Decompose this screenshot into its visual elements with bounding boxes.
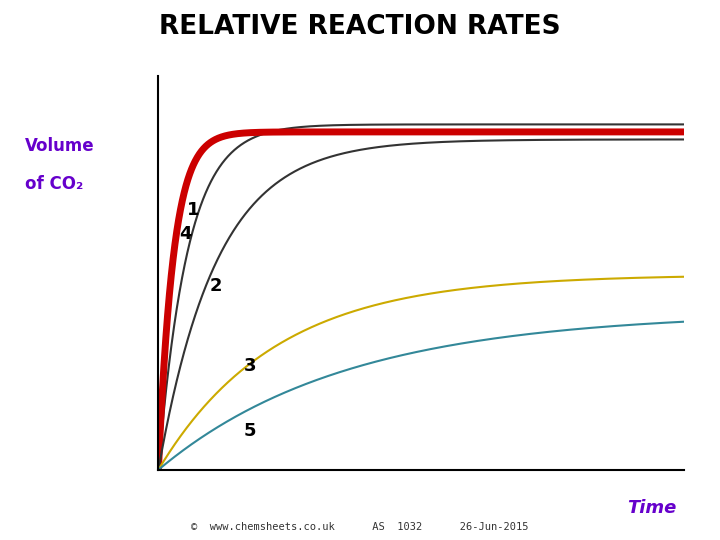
Text: 1: 1 [186,200,199,219]
Text: ©  www.chemsheets.co.uk      AS  1032      26-Jun-2015: © www.chemsheets.co.uk AS 1032 26-Jun-20… [192,522,528,532]
Text: RELATIVE REACTION RATES: RELATIVE REACTION RATES [159,14,561,39]
Text: 4: 4 [179,225,192,243]
Text: 3: 3 [243,357,256,375]
Text: of CO₂: of CO₂ [25,174,84,193]
Text: 5: 5 [243,422,256,440]
Text: 2: 2 [210,276,222,295]
Text: Volume: Volume [25,137,95,155]
Text: Time: Time [627,498,677,517]
